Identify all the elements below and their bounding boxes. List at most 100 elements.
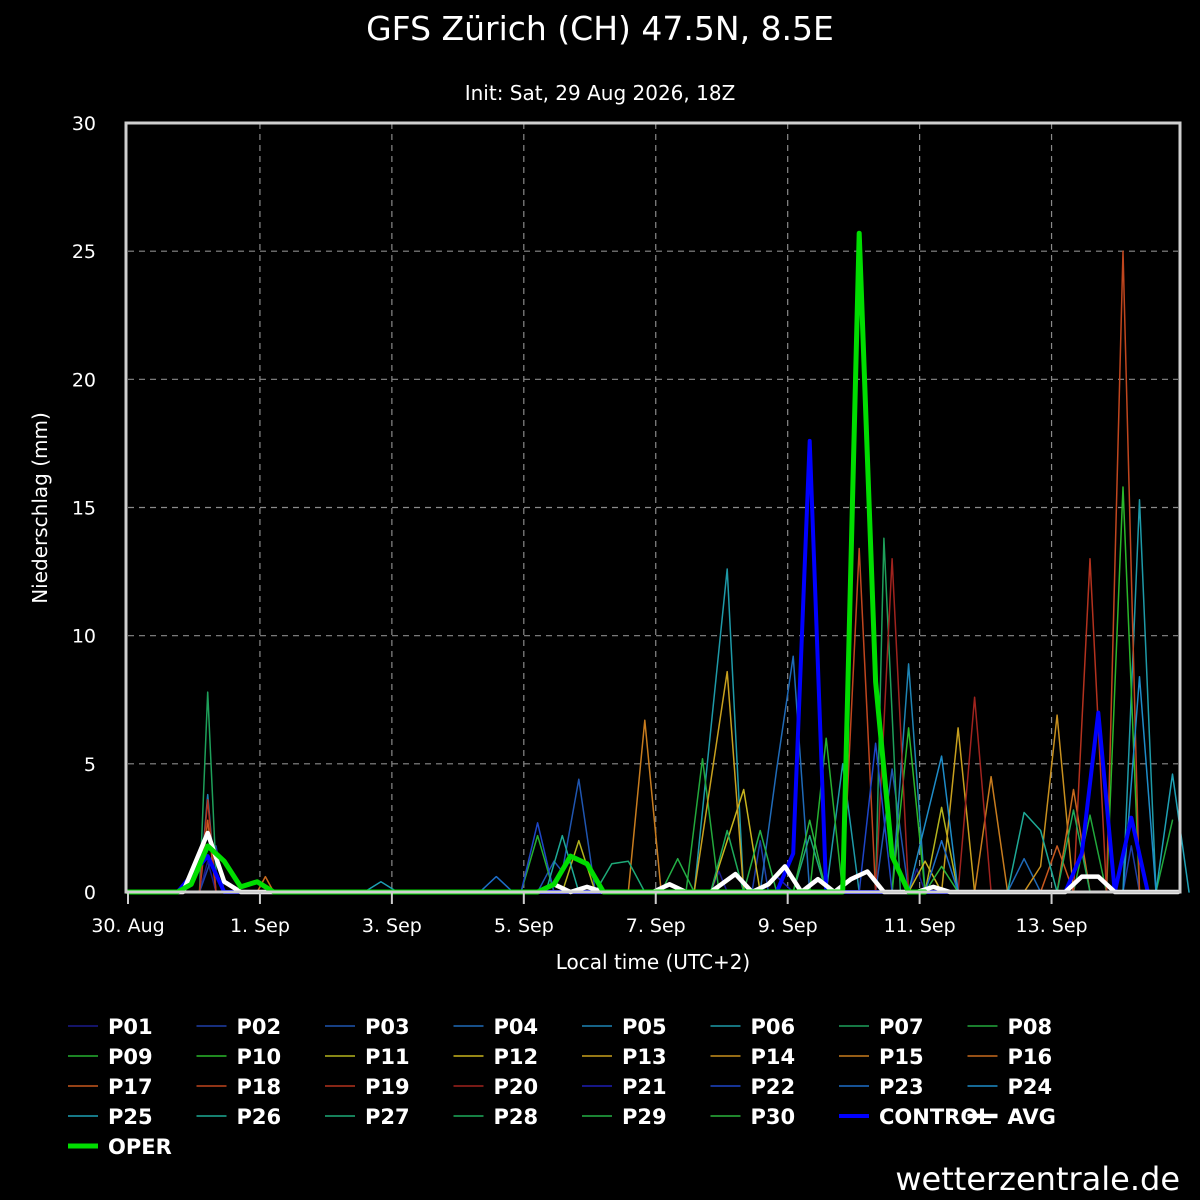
y-tick-label: 15 [72, 498, 96, 520]
x-tick-label: 11. Sep [884, 915, 956, 937]
legend-item-p20: P20 [453, 1075, 539, 1099]
legend-label: P17 [108, 1075, 153, 1099]
legend-item-p29: P29 [582, 1105, 667, 1129]
legend-item-p24: P24 [967, 1075, 1053, 1099]
legend-label: P13 [622, 1045, 667, 1069]
x-tick-label: 9. Sep [758, 915, 818, 937]
series-line-p19 [198, 558, 1108, 893]
legend-label: P18 [237, 1075, 282, 1099]
legend: P01 P02 P03 P04 P05 P06 P07 P08 P09 P10 P11 P12 P13 P… [68, 1015, 1056, 1159]
plot-frame [124, 121, 1182, 894]
legend-label: AVG [1008, 1105, 1056, 1129]
legend-item-p18: P18 [196, 1075, 282, 1099]
legend-label: P16 [1008, 1045, 1053, 1069]
y-tick-label: 10 [72, 626, 96, 648]
legend-item-avg: AVG [967, 1105, 1056, 1129]
legend-label: P26 [237, 1105, 282, 1129]
legend-label: P07 [879, 1015, 924, 1039]
legend-label: P02 [237, 1015, 282, 1039]
legend-label: P01 [108, 1015, 153, 1039]
legend-item-p02: P02 [196, 1015, 282, 1039]
x-tick-label: 5. Sep [494, 915, 554, 937]
legend-label: P29 [622, 1105, 667, 1129]
legend-item-p26: P26 [196, 1105, 282, 1129]
legend-label: P30 [751, 1105, 796, 1129]
legend-label: P25 [108, 1105, 153, 1129]
grid [128, 123, 1178, 892]
legend-label: P05 [622, 1015, 667, 1039]
legend-item-p01: P01 [68, 1015, 153, 1039]
legend-label: P28 [494, 1105, 539, 1129]
legend-label: P08 [1008, 1015, 1053, 1039]
legend-item-p15: P15 [839, 1045, 924, 1069]
legend-item-p25: P25 [68, 1105, 153, 1129]
series-line-p13 [693, 670, 976, 893]
legend-item-p17: P17 [68, 1075, 153, 1099]
legend-item-p11: P11 [325, 1045, 410, 1069]
series-line-p03 [536, 768, 910, 893]
series-line-avg [125, 830, 1181, 895]
series-line-p14 [1023, 714, 1075, 893]
legend-item-p22: P22 [710, 1075, 796, 1099]
legend-item-p21: P21 [582, 1075, 667, 1099]
legend-label: P15 [879, 1045, 924, 1069]
x-tick-label: 7. Sep [626, 915, 686, 937]
legend-label: P22 [751, 1075, 796, 1099]
legend-item-p14: P14 [710, 1045, 796, 1069]
legend-label: P09 [108, 1045, 153, 1069]
y-axis-label: Niederschlag (mm) [28, 412, 52, 604]
legend-item-p30: P30 [710, 1105, 796, 1129]
series-line-p10 [891, 486, 1141, 893]
legend-label: OPER [108, 1135, 172, 1159]
legend-label: P10 [237, 1045, 282, 1069]
legend-label: P04 [494, 1015, 539, 1039]
legend-label: P20 [494, 1075, 539, 1099]
chart-title: GFS Zürich (CH) 47.5N, 8.5E [366, 9, 834, 48]
legend-label: P14 [751, 1045, 796, 1069]
y-axis-ticks: 0 5 10 15 20 25 30 [72, 113, 96, 904]
legend-item-oper: OPER [68, 1135, 172, 1159]
series-line-p01 [198, 860, 926, 893]
legend-item-p27: P27 [325, 1105, 410, 1129]
legend-item-p12: P12 [453, 1045, 539, 1069]
legend-label: P27 [365, 1105, 410, 1129]
series-line-p27 [594, 834, 827, 893]
legend-item-p23: P23 [839, 1075, 924, 1099]
y-tick-label: 0 [84, 882, 96, 904]
legend-label: P11 [365, 1045, 410, 1069]
x-axis-ticks: 30. Aug 1. Sep 3. Sep 5. Sep 7. Sep 9. Sep 11.… [91, 892, 1088, 937]
y-tick-label: 20 [72, 369, 96, 391]
x-tick-label: 13. Sep [1016, 915, 1088, 937]
legend-item-p07: P07 [839, 1015, 924, 1039]
legend-item-p05: P05 [582, 1015, 667, 1039]
legend-label: P03 [365, 1015, 410, 1039]
series-line-control [126, 438, 1150, 894]
series-line-p06 [693, 499, 1157, 893]
legend-item-p13: P13 [582, 1045, 667, 1069]
legend-item-p28: P28 [453, 1105, 539, 1129]
legend-label: P12 [494, 1045, 539, 1069]
x-axis-label: Local time (UTC+2) [556, 950, 750, 974]
y-tick-label: 5 [84, 754, 96, 776]
legend-item-p04: P04 [453, 1015, 539, 1039]
legend-label: P06 [751, 1015, 796, 1039]
legend-item-p16: P16 [967, 1045, 1053, 1069]
chart-subtitle: Init: Sat, 29 Aug 2026, 18Z [465, 81, 736, 105]
y-tick-label: 25 [72, 241, 96, 263]
legend-item-p06: P06 [710, 1015, 796, 1039]
series-line-oper [125, 230, 928, 895]
legend-item-p19: P19 [325, 1075, 410, 1099]
x-tick-label: 30. Aug [91, 915, 164, 937]
legend-item-p10: P10 [196, 1045, 282, 1069]
series-layer [125, 230, 1190, 895]
y-tick-label: 30 [72, 113, 96, 135]
legend-item-p09: P09 [68, 1045, 153, 1069]
legend-label: P24 [1008, 1075, 1053, 1099]
brand-watermark: wetterzentrale.de [895, 1160, 1180, 1198]
x-tick-label: 3. Sep [362, 915, 422, 937]
series-line-p24 [907, 675, 1157, 893]
legend-item-p03: P03 [325, 1015, 410, 1039]
x-tick-label: 1. Sep [230, 915, 290, 937]
legend-item-p08: P08 [967, 1015, 1053, 1039]
